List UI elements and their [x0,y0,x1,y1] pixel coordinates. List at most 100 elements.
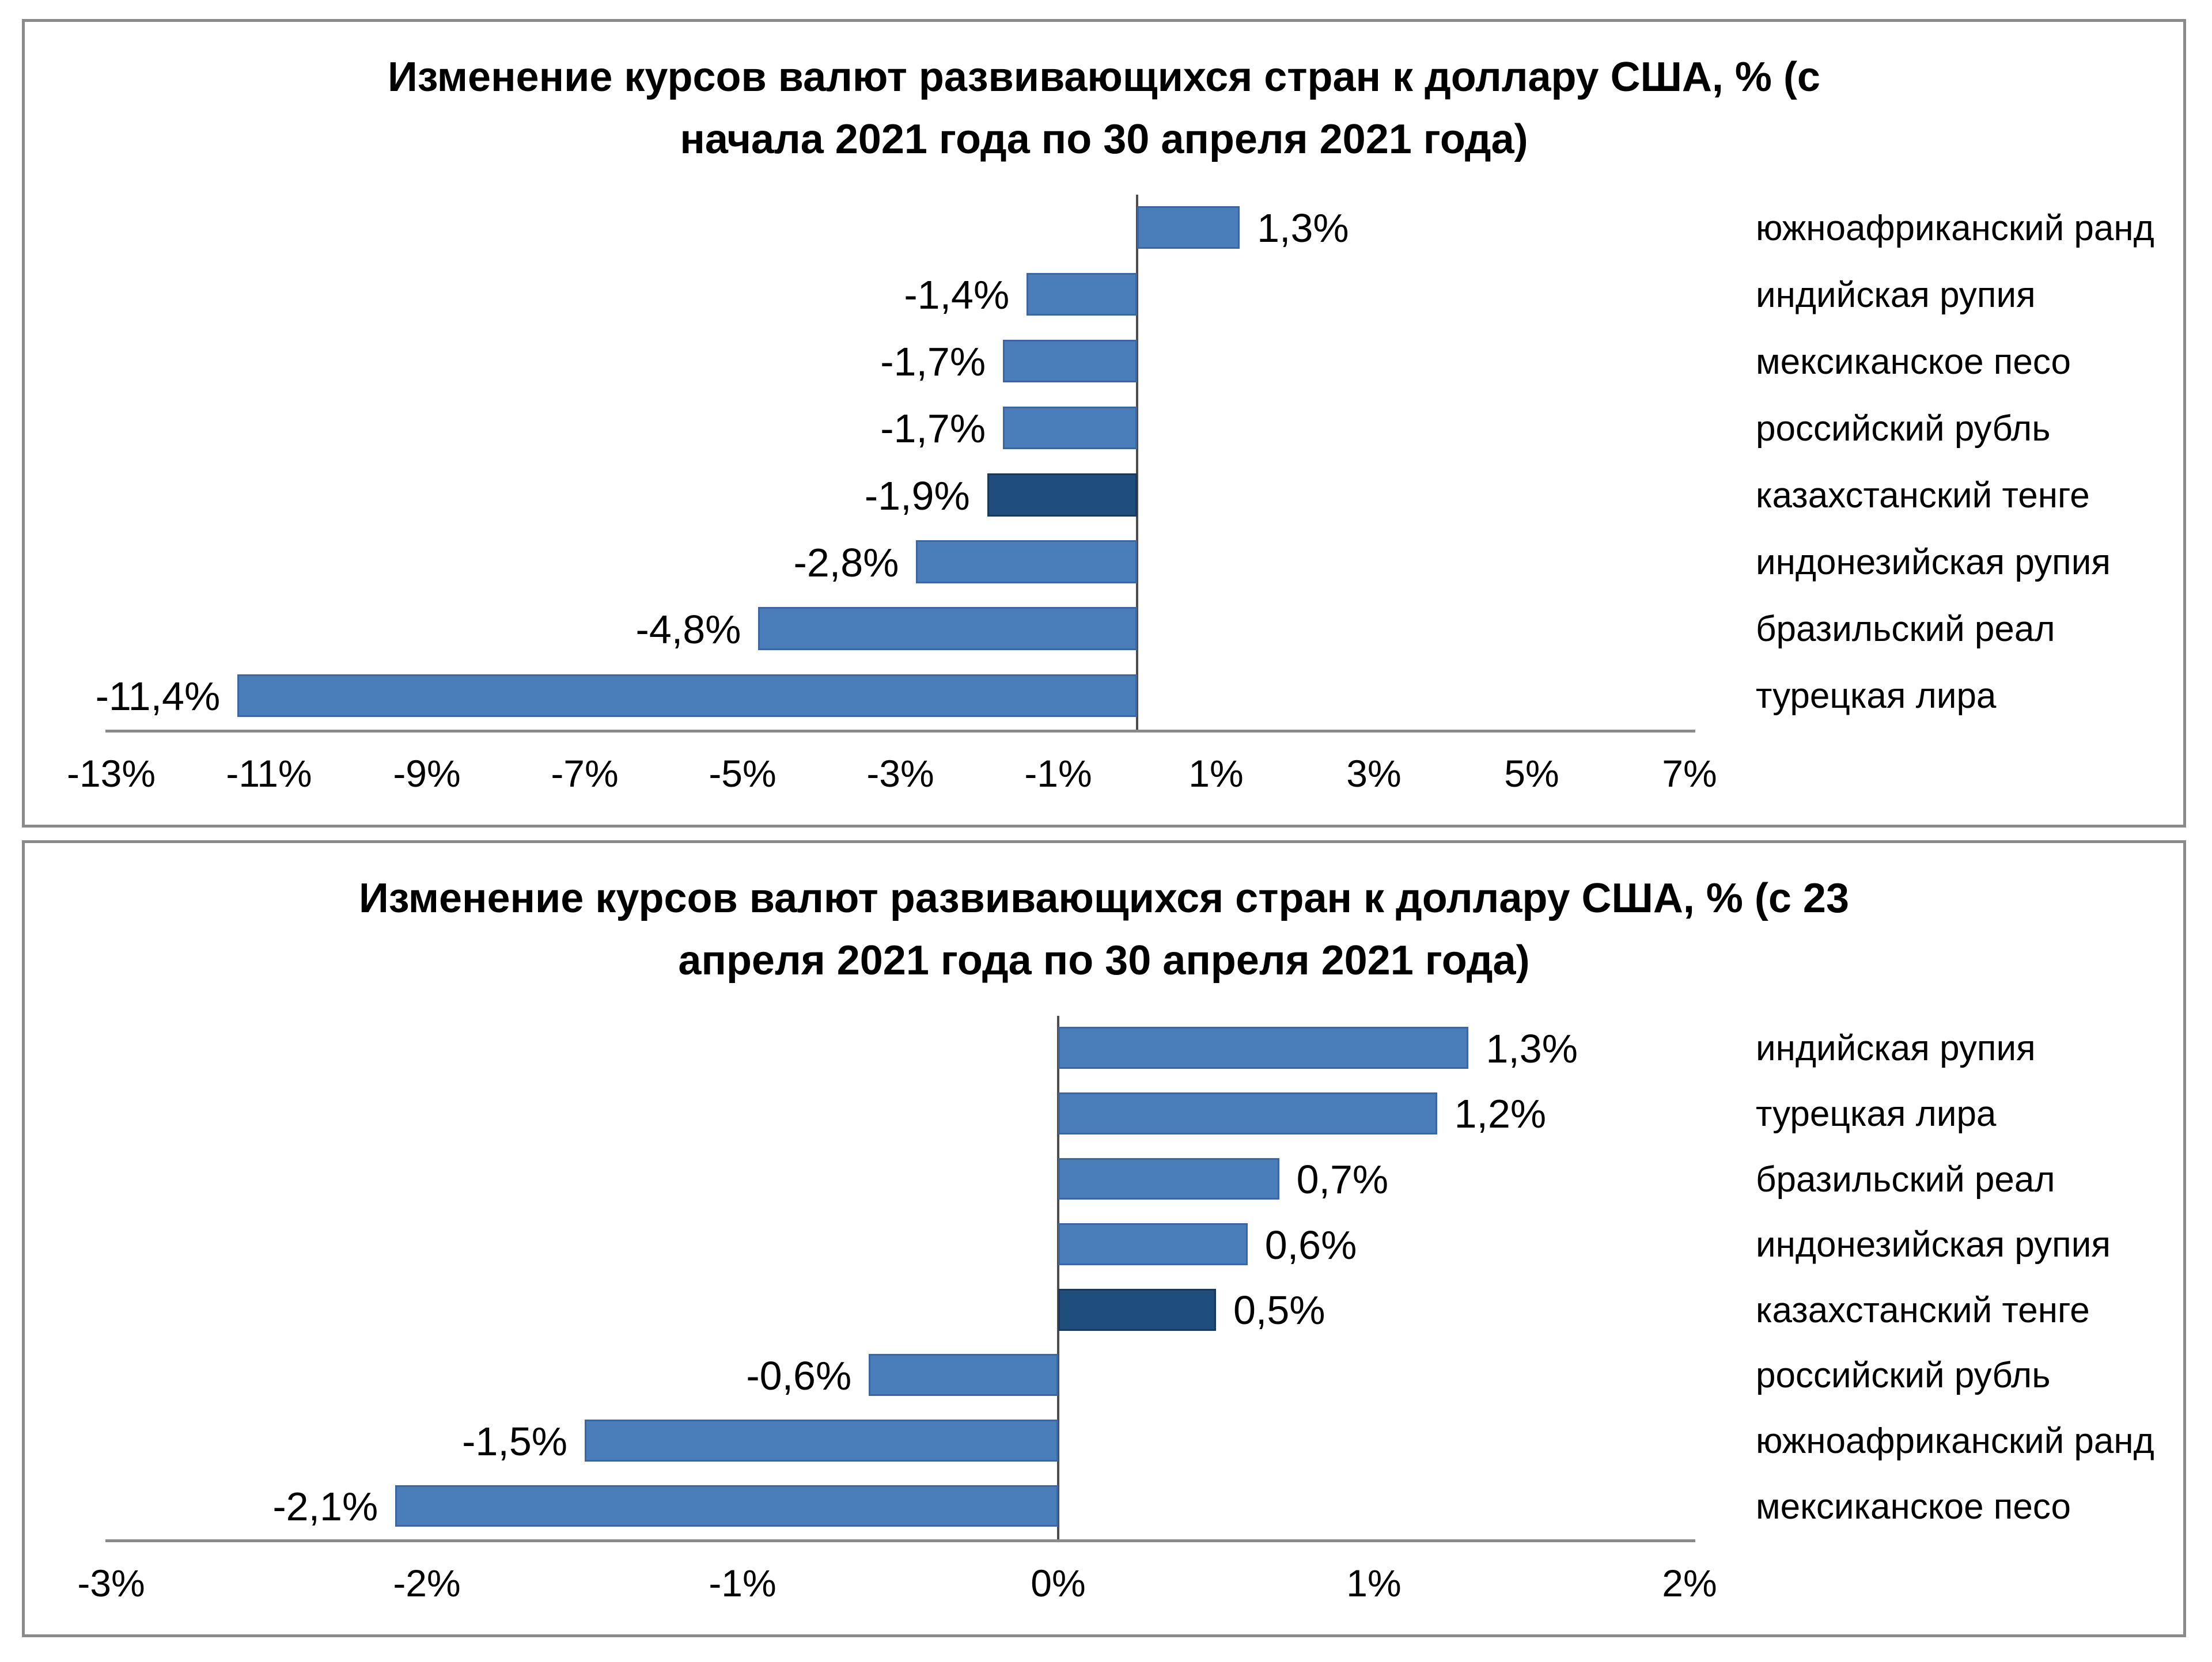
bar-row: -0,6% [111,1343,1690,1409]
bar-value-label: -1,4% [904,272,1010,318]
x-tick-label: -3% [77,1562,145,1604]
chart-title-line-2: начала 2021 года по 30 апреля 2021 года) [680,116,1528,162]
x-tick-label: 1% [1188,752,1244,795]
bar-row: -1,5% [111,1409,1690,1474]
bar-value-label: -0,6% [746,1353,852,1398]
category-label: мексиканское песо [1756,341,2071,382]
category-label: бразильский реал [1756,1159,2055,1200]
bar [237,674,1137,717]
bar-value-label: 1,3% [1257,206,1349,251]
bar [1003,407,1137,450]
bar-value-label: 0,7% [1296,1157,1389,1202]
x-tick-label: -9% [393,752,461,795]
bar-row: 0,5% [111,1278,1690,1344]
bar-row: 1,3% [111,1016,1690,1082]
bar [1137,206,1240,249]
bar-highlighted [987,473,1137,517]
category-label: казахстанский тенге [1756,1290,2090,1330]
bar-value-label: -1,7% [880,406,986,451]
chart-panel-ytd: Изменение курсов валют развивающихся стр… [22,19,2186,828]
x-tick-label: 5% [1504,752,1559,795]
bar [1058,1158,1279,1200]
bars-container: 1,3% 1,2% 0,7% 0,6% 0,5% -0,6% -1,5% -2,1% [111,1016,1690,1539]
bar-row: -4,8% [111,596,1690,663]
bar-row: -2,1% [111,1474,1690,1539]
x-tick-labels: -13% -11% -9% -7% -5% -3% -1% 1% 3% 5% 7% [67,752,1717,803]
bar-value-label: -1,7% [880,339,986,385]
category-label: индонезийская рупия [1756,1225,2111,1265]
category-label: индийская рупия [1756,1029,2036,1069]
category-label: южноафриканский ранд [1756,1421,2154,1462]
x-tick-labels: -3% -2% -1% 0% 1% 2% [77,1561,1717,1613]
x-tick-label: -7% [551,752,619,795]
x-tick-label: -1% [1024,752,1092,795]
bar-row: -1,9% [111,462,1690,529]
category-label: казахстанский тенге [1756,476,2090,516]
bar-row: -1,4% [111,261,1690,328]
x-tick-label: 0% [1031,1562,1086,1604]
bar [916,540,1137,583]
x-axis-line [105,1539,1695,1542]
x-tick-label: -11% [226,752,312,795]
zero-axis-line [1135,195,1138,730]
category-label: индонезийская рупия [1756,542,2111,583]
bar-value-label: -1,5% [462,1418,567,1464]
x-tick-label: 2% [1662,1562,1717,1604]
bar [1058,1027,1469,1069]
category-labels: южноафриканский ранд индийская рупия мекси… [1756,195,2176,730]
bar-value-label: 0,6% [1264,1222,1357,1268]
bar-row: 0,7% [111,1147,1690,1212]
x-tick-label: -5% [709,752,777,795]
bar-value-label: 1,2% [1454,1091,1547,1137]
zero-axis-line [1057,1016,1059,1539]
category-label: бразильский реал [1756,609,2055,650]
chart-title: Изменение курсов валют развивающихся стр… [111,867,2097,992]
bar [869,1354,1058,1397]
chart-title: Изменение курсов валют развивающихся стр… [111,46,2097,170]
bars-container: 1,3% -1,4% -1,7% -1,7% -1,9% -2,8% -4,8% -11,4% [96,195,1690,730]
bar [1058,1223,1248,1265]
bar [758,607,1137,650]
bar-value-label: 0,5% [1233,1288,1325,1333]
bar-value-label: -4,8% [635,606,741,652]
bar-row: 1,2% [111,1082,1690,1147]
chart-panel-weekly: Изменение курсов валют развивающихся стр… [22,840,2186,1637]
bar-row: -11,4% [96,663,1690,730]
bar-row: -1,7% [111,328,1690,395]
x-tick-label: -3% [866,752,934,795]
category-label: индийская рупия [1756,275,2036,315]
plot-area: 1,3% -1,4% -1,7% -1,7% -1,9% -2,8% -4,8% -11,4%… [67,195,1717,795]
bar-row: -2,8% [111,529,1690,596]
bar [1027,272,1137,316]
bar-row: 0,6% [111,1212,1690,1278]
bar-row: 1,3% [111,195,1690,261]
category-label: турецкая лира [1756,1094,1997,1134]
chart-title-line-1: Изменение курсов валют развивающихся стр… [388,54,1820,100]
bar-value-label: -2,8% [793,540,899,585]
x-tick-label: -1% [709,1562,777,1604]
category-label: российский рубль [1756,408,2051,449]
category-label: турецкая лира [1756,676,1997,716]
x-tick-label: -2% [393,1562,461,1604]
x-tick-label: 1% [1346,1562,1402,1604]
x-tick-label: -13% [66,752,156,795]
bar-value-label: -1,9% [864,473,970,518]
bar-value-label: -2,1% [272,1484,378,1530]
bar [1003,339,1137,383]
chart-title-line-2: апреля 2021 года по 30 апреля 2021 года) [678,938,1530,984]
bar-value-label: 1,3% [1486,1026,1578,1071]
bar [585,1420,1058,1462]
x-tick-label: 7% [1662,752,1717,795]
chart-title-line-1: Изменение курсов валют развивающихся стр… [358,875,1850,921]
bar [395,1485,1058,1527]
category-labels: индийская рупия турецкая лира бразильский … [1756,1016,2176,1539]
bar [1058,1092,1437,1134]
category-label: российский рубль [1756,1356,2051,1396]
bar-highlighted [1058,1288,1216,1331]
bar-value-label: -11,4% [95,673,221,719]
category-label: мексиканское песо [1756,1486,2071,1527]
x-tick-label: 3% [1346,752,1402,795]
plot-area: 1,3% 1,2% 0,7% 0,6% 0,5% -0,6% -1,5% -2,1% -3% -… [77,1016,1717,1604]
bar-row: -1,7% [111,395,1690,462]
